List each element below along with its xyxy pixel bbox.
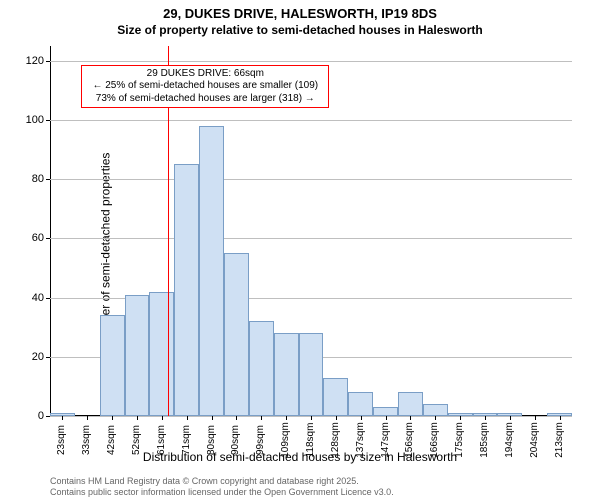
histogram-bar [224, 253, 249, 416]
x-tick-mark [286, 416, 287, 420]
histogram-bar [373, 407, 398, 416]
annotation-line: 73% of semi-detached houses are larger (… [86, 93, 324, 106]
histogram-bar [348, 392, 373, 416]
y-tick-label: 0 [38, 410, 50, 422]
x-tick-mark [336, 416, 337, 420]
y-axis-line [50, 46, 51, 416]
x-tick-mark [187, 416, 188, 420]
plot-inner: 02040608010012023sqm33sqm42sqm52sqm61sqm… [50, 46, 572, 416]
x-tick-mark [261, 416, 262, 420]
histogram-bar [125, 295, 150, 416]
annotation-line: ← 25% of semi-detached houses are smalle… [86, 80, 324, 93]
annotation-line: 29 DUKES DRIVE: 66sqm [86, 68, 324, 81]
x-tick-mark [112, 416, 113, 420]
x-tick-mark [460, 416, 461, 420]
x-tick-mark [510, 416, 511, 420]
gridline [50, 179, 572, 180]
y-tick-label: 60 [32, 232, 50, 244]
chart-title-block: 29, DUKES DRIVE, HALESWORTH, IP19 8DS Si… [0, 0, 600, 37]
histogram-bar [423, 404, 448, 416]
x-tick-mark [311, 416, 312, 420]
x-tick-mark [212, 416, 213, 420]
chart-subtitle: Size of property relative to semi-detach… [0, 23, 600, 37]
credits-line: Contains public sector information licen… [50, 487, 394, 498]
y-tick-label: 120 [26, 55, 50, 67]
gridline [50, 61, 572, 62]
histogram-bar [323, 378, 348, 416]
x-tick-mark [560, 416, 561, 420]
histogram-bar [274, 333, 299, 416]
x-tick-mark [361, 416, 362, 420]
histogram-bar [149, 292, 174, 416]
x-tick-mark [410, 416, 411, 420]
x-tick-mark [137, 416, 138, 420]
credits-line: Contains HM Land Registry data © Crown c… [50, 476, 394, 487]
x-axis-label: Distribution of semi-detached houses by … [143, 450, 457, 464]
histogram-bar [249, 321, 274, 416]
histogram-bar [299, 333, 324, 416]
x-tick-mark [435, 416, 436, 420]
y-tick-label: 40 [32, 292, 50, 304]
histogram-bar [398, 392, 423, 416]
x-tick-label: 204sqm [529, 422, 540, 458]
gridline [50, 120, 572, 121]
x-tick-mark [87, 416, 88, 420]
x-tick-mark [485, 416, 486, 420]
credits-block: Contains HM Land Registry data © Crown c… [50, 476, 394, 498]
x-tick-label: 213sqm [554, 422, 565, 458]
x-tick-label: 52sqm [131, 425, 142, 455]
x-tick-label: 194sqm [504, 422, 515, 458]
x-tick-mark [386, 416, 387, 420]
histogram-bar [174, 164, 199, 416]
y-tick-label: 100 [26, 114, 50, 126]
annotation-box: 29 DUKES DRIVE: 66sqm← 25% of semi-detac… [81, 65, 329, 109]
x-tick-label: 42sqm [106, 425, 117, 455]
x-tick-mark [535, 416, 536, 420]
plot-area: 02040608010012023sqm33sqm42sqm52sqm61sqm… [50, 46, 572, 416]
histogram-bar [199, 126, 224, 416]
histogram-bar [100, 315, 125, 416]
x-tick-label: 23sqm [56, 425, 67, 455]
chart-title: 29, DUKES DRIVE, HALESWORTH, IP19 8DS [0, 6, 600, 21]
x-tick-label: 185sqm [479, 422, 490, 458]
y-tick-label: 20 [32, 351, 50, 363]
y-tick-label: 80 [32, 173, 50, 185]
x-tick-label: 33sqm [81, 425, 92, 455]
x-tick-mark [162, 416, 163, 420]
gridline [50, 238, 572, 239]
x-tick-mark [236, 416, 237, 420]
x-tick-mark [62, 416, 63, 420]
